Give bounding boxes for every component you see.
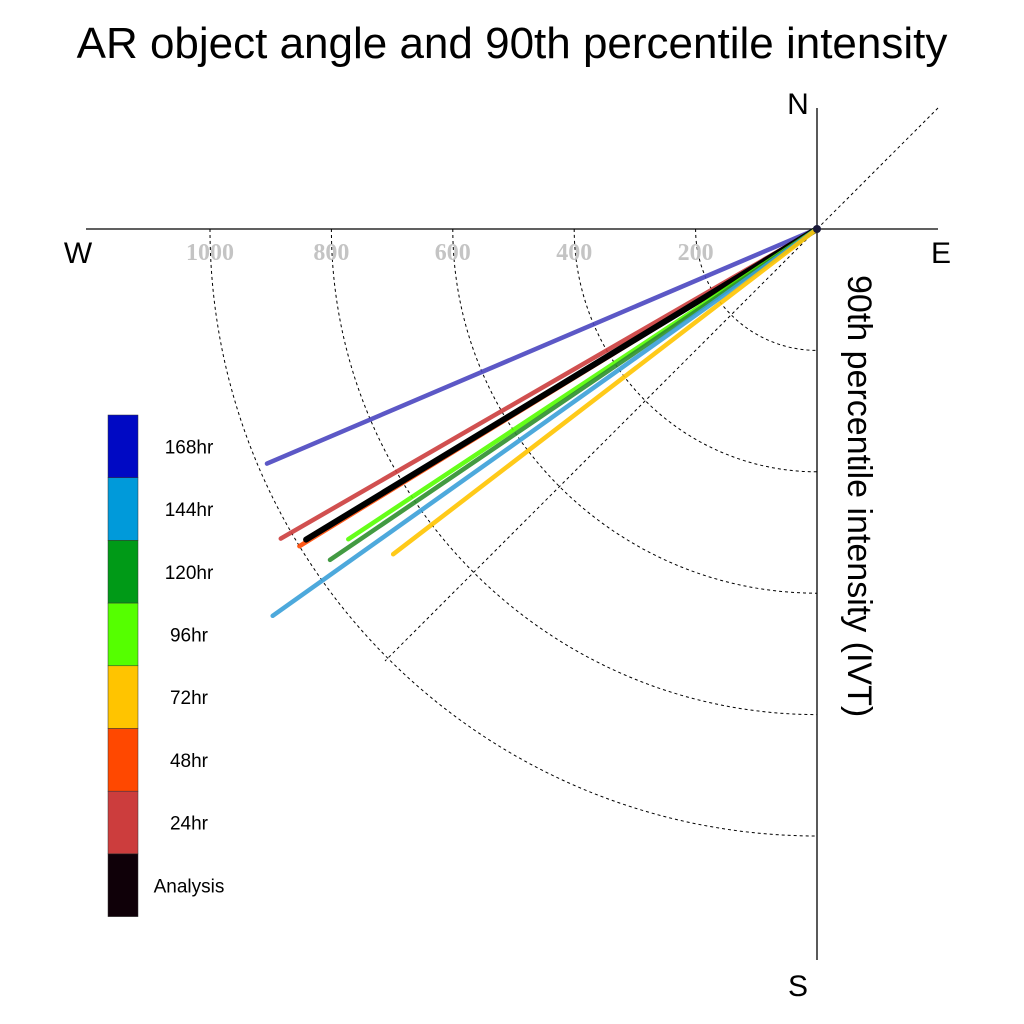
series-line-analysis xyxy=(303,226,820,543)
grid-ring-400 xyxy=(573,228,818,473)
series-lines xyxy=(264,225,821,619)
ring-label-400: 400 xyxy=(556,240,592,266)
ring-labels: 200 400 600 800 1000 xyxy=(186,240,714,266)
diagonal-guide xyxy=(384,107,939,662)
legend-label-144hr: 144hr xyxy=(165,500,214,521)
legend-label-analysis: Analysis xyxy=(154,876,225,897)
legend-label-48hr: 48hr xyxy=(170,751,209,772)
legend-label-168hr: 168hr xyxy=(165,437,214,458)
grid-ring-600 xyxy=(452,228,818,594)
grid-ring-200 xyxy=(695,228,818,351)
legend-swatch-72hr xyxy=(107,665,139,729)
ring-label-200: 200 xyxy=(678,240,714,266)
legend-label-24hr: 24hr xyxy=(170,814,209,835)
legend-label-72hr: 72hr xyxy=(170,688,209,709)
compass-west: W xyxy=(64,237,93,270)
legend: 168hr 144hr 120hr 96hr 72hr 48hr 24hr Analysis xyxy=(107,414,225,917)
series-line-168hr xyxy=(264,226,820,466)
grid-ring-1000 xyxy=(209,228,818,837)
legend-swatch-24hr xyxy=(107,790,139,855)
legend-swatch-168hr xyxy=(107,414,139,478)
chart-title: AR object angle and 90th percentile inte… xyxy=(77,19,948,68)
ring-label-800: 800 xyxy=(313,240,349,266)
compass-north: N xyxy=(787,88,809,121)
compass-east: E xyxy=(931,237,951,270)
legend-swatch-48hr xyxy=(107,728,139,792)
legend-label-120hr: 120hr xyxy=(165,563,214,584)
ring-label-600: 600 xyxy=(435,240,471,266)
legend-label-96hr: 96hr xyxy=(170,626,209,647)
radial-axis-title: 90th percentile intensity (IVT) xyxy=(840,275,878,717)
grid-rings xyxy=(209,228,818,837)
compass-south: S xyxy=(788,970,808,1003)
origin-point xyxy=(813,225,821,233)
legend-swatch-120hr xyxy=(107,540,139,604)
ring-label-1000: 1000 xyxy=(186,240,234,266)
series-line-144hr xyxy=(270,226,820,619)
grid-ring-800 xyxy=(330,228,818,716)
legend-swatch-96hr xyxy=(107,602,139,667)
series-line-72hr xyxy=(390,226,820,557)
compass-axes: N S E W xyxy=(64,88,951,1003)
legend-swatch-144hr xyxy=(107,477,139,541)
legend-swatch-analysis xyxy=(107,853,139,917)
